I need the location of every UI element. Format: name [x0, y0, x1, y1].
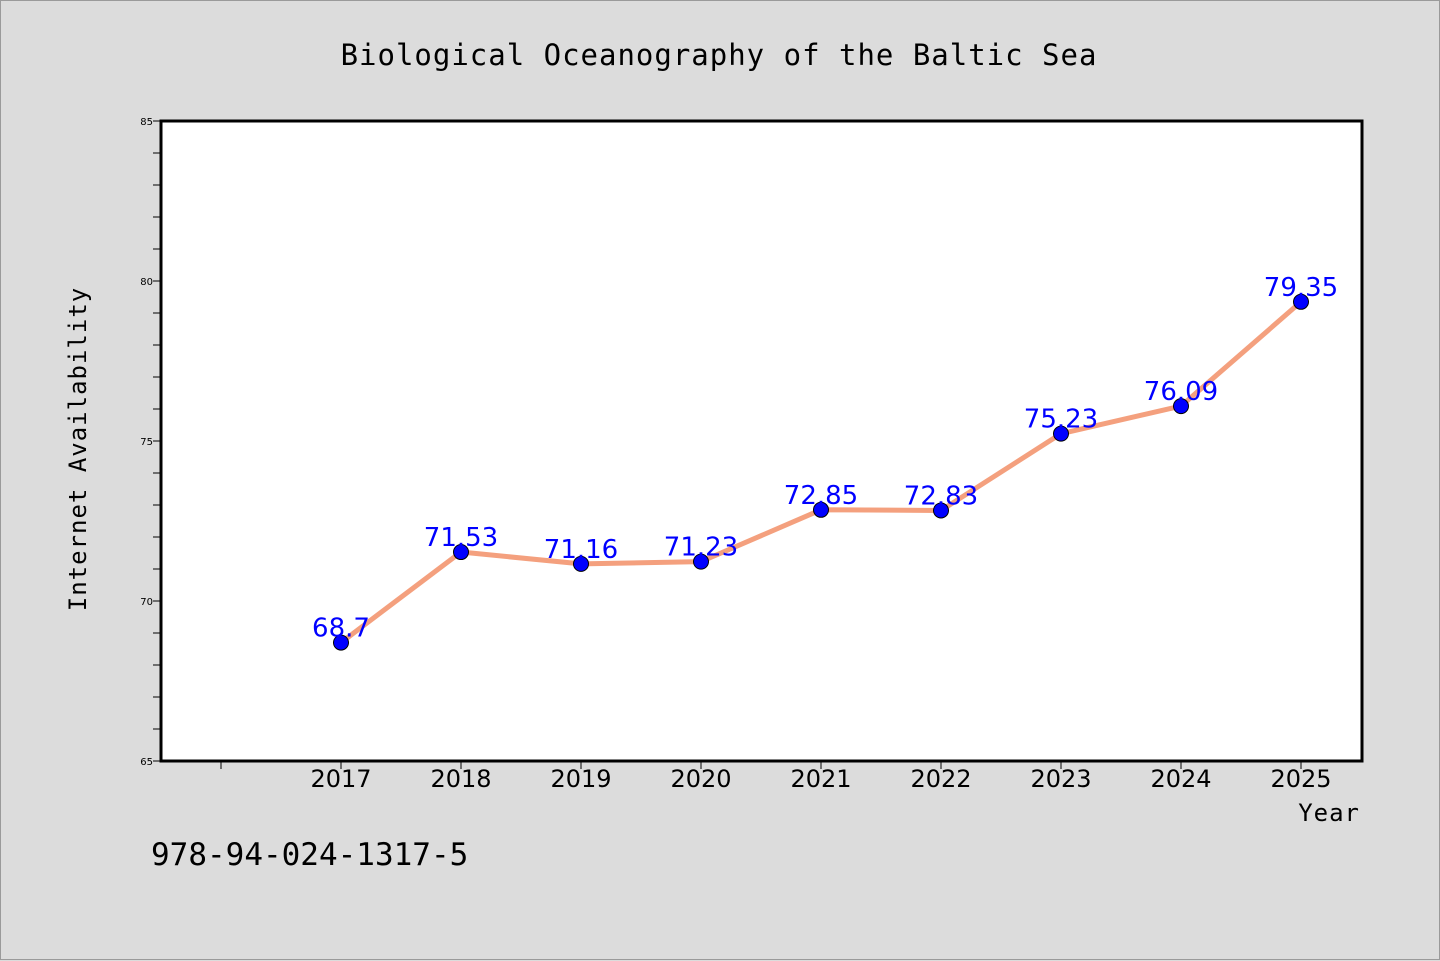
data-point	[453, 544, 469, 561]
data-point	[1173, 398, 1189, 415]
y-axis-title: Internet Availability	[64, 287, 92, 611]
data-label: 72.83	[904, 481, 978, 511]
data-point	[1293, 293, 1309, 310]
data-point	[693, 553, 709, 570]
data-label: 68.7	[312, 614, 370, 644]
x-tick-label: 2017	[310, 765, 371, 793]
x-tick-label: 2024	[1150, 765, 1211, 793]
x-axis-title: Year	[1298, 799, 1360, 827]
isbn-text: 978-94-024-1317-5	[151, 837, 468, 873]
data-point	[333, 634, 349, 651]
x-tick-label: 2020	[670, 765, 731, 793]
y-axis: 65 70 75 80 85	[140, 117, 161, 768]
y-tick-label: 85	[140, 117, 153, 128]
y-tick-label: 75	[140, 437, 153, 448]
plot-area	[159, 119, 1364, 763]
data-point	[813, 501, 829, 518]
x-tick-label: 2021	[790, 765, 851, 793]
series-markers	[333, 293, 1309, 651]
x-tick-label: 2023	[1030, 765, 1091, 793]
y-tick-label: 70	[140, 597, 153, 608]
data-labels: 68.7 71.53 71.16 71.23 72.85 72.83 75.23 76.09 7…	[312, 273, 1338, 644]
data-label: 71.16	[544, 535, 618, 565]
y-tick-label: 65	[140, 757, 153, 768]
data-label: 76.09	[1144, 377, 1218, 407]
data-point	[1053, 425, 1069, 442]
x-tick-label: 2025	[1270, 765, 1331, 793]
data-point	[573, 555, 589, 572]
chart-title: Biological Oceanography of the Baltic Se…	[341, 38, 1098, 72]
x-tick-label: 2022	[910, 765, 971, 793]
data-label: 75.23	[1024, 405, 1098, 435]
data-label: 72.85	[784, 481, 858, 511]
data-label: 71.23	[664, 533, 738, 563]
data-label: 71.53	[424, 523, 498, 553]
data-point	[933, 502, 949, 519]
x-tick-label: 2018	[430, 765, 491, 793]
data-label: 79.35	[1264, 273, 1338, 303]
x-axis: 2017 2018 2019 2020 2021 2022 2023 2024 2025	[220, 761, 1332, 793]
x-tick-label: 2019	[550, 765, 611, 793]
y-tick-label: 80	[140, 277, 153, 288]
